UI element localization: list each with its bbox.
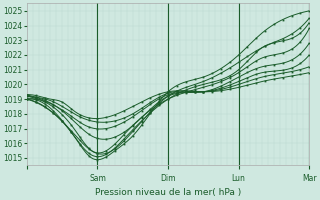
X-axis label: Pression niveau de la mer( hPa ): Pression niveau de la mer( hPa ) xyxy=(95,188,241,197)
